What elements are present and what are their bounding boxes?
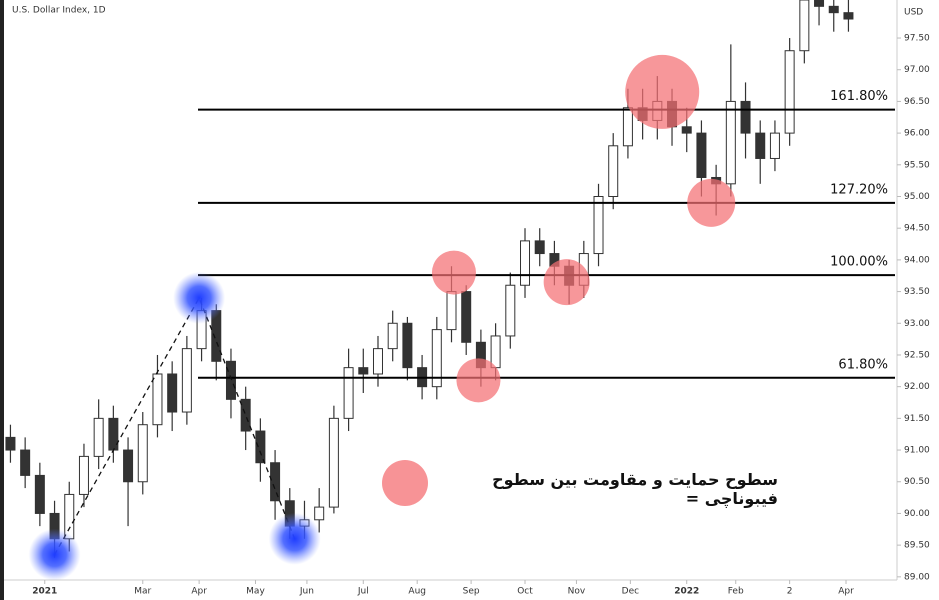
- y-tick-label: 96.00: [904, 129, 930, 139]
- support-resistance-point: [456, 358, 501, 403]
- y-tick-label: 91.00: [904, 446, 930, 456]
- fibonacci-label: 127.20%: [830, 182, 888, 197]
- swing-path: [53, 296, 296, 555]
- y-tick-label: 93.00: [904, 319, 930, 329]
- candle-body: [240, 398, 251, 432]
- y-tick-label: 89.00: [904, 572, 930, 582]
- candle-body: [784, 50, 795, 134]
- x-tick-label: Aug: [408, 587, 426, 597]
- candle-body: [34, 474, 45, 514]
- fibonacci-label: 61.80%: [838, 357, 888, 372]
- candle-body: [534, 240, 545, 255]
- x-tick-label: May: [246, 587, 265, 597]
- x-tick-label: Apr: [191, 587, 207, 597]
- candle-body: [270, 462, 281, 502]
- x-tick-label: Mar: [134, 587, 151, 597]
- fibonacci-label: 161.80%: [830, 89, 888, 104]
- x-tick-label: Apr: [838, 587, 854, 597]
- y-tick-label: 96.50: [904, 97, 930, 107]
- candle-body: [755, 132, 766, 159]
- candle-body: [490, 335, 501, 369]
- y-tick-label: 89.50: [904, 541, 930, 551]
- x-tick-label: Sep: [463, 587, 480, 597]
- y-tick-label: 94.00: [904, 255, 930, 265]
- candle-body: [740, 100, 751, 134]
- candle-body: [387, 322, 398, 350]
- y-tick-label: 90.50: [904, 477, 930, 487]
- fibonacci-label: 100.00%: [830, 255, 888, 270]
- candle-body: [593, 196, 604, 255]
- candle-body: [696, 132, 707, 178]
- y-tick-label: 95.00: [904, 192, 930, 202]
- swing-point-glow: [173, 271, 226, 324]
- candle-body: [505, 284, 516, 337]
- candle-body: [681, 126, 692, 134]
- candle-body: [461, 291, 472, 343]
- chart-title: U.S. Dollar Index, 1D: [12, 6, 106, 16]
- x-tick-label: Nov: [568, 587, 586, 597]
- x-tick-label: Jul: [357, 587, 369, 597]
- candle-body: [328, 417, 339, 508]
- candle-body: [769, 132, 780, 159]
- x-tick-label: Feb: [728, 587, 744, 597]
- candle-body: [828, 5, 839, 14]
- support-resistance-point: [625, 54, 700, 129]
- candle-body: [20, 449, 31, 476]
- swing-point-glow: [28, 528, 81, 580]
- candle-body: [152, 373, 163, 426]
- candle-body: [123, 449, 134, 483]
- support-resistance-point: [431, 250, 476, 295]
- candle-body: [431, 329, 442, 388]
- y-tick-label: 92.50: [904, 350, 930, 360]
- candle-body: [225, 360, 236, 400]
- y-unit: USD: [904, 8, 923, 18]
- legend-swatch: [382, 460, 428, 506]
- y-tick-label: 92.00: [904, 382, 930, 392]
- candle-body: [725, 100, 736, 185]
- y-tick-label: 93.50: [904, 287, 930, 297]
- candle-body: [167, 373, 178, 413]
- candle-body: [93, 417, 104, 457]
- support-resistance-point: [543, 259, 590, 306]
- candle-body: [343, 367, 354, 419]
- y-tick-label: 97.00: [904, 65, 930, 75]
- x-tick-label: 2022: [674, 587, 699, 597]
- candle-body: [520, 240, 531, 286]
- candle-body: [5, 436, 16, 451]
- candle-body: [608, 145, 619, 198]
- y-tick-label: 91.50: [904, 414, 930, 424]
- candle-body: [446, 291, 457, 331]
- candle-body: [358, 367, 369, 375]
- candle-body: [814, 0, 825, 7]
- candle-body: [255, 430, 266, 464]
- candle-body: [137, 424, 148, 483]
- legend-text: سطوح حمایت و مقاومت بین سطوح فیبوناچی =: [492, 470, 778, 508]
- swing-point-glow: [268, 512, 321, 565]
- x-tick-label: Oct: [517, 587, 533, 597]
- candle-body: [78, 455, 89, 495]
- candle-body: [108, 417, 119, 451]
- x-tick-label: Jun: [299, 587, 314, 597]
- support-resistance-point: [687, 178, 736, 227]
- candle-body: [181, 348, 192, 413]
- candle-body: [622, 107, 633, 147]
- candle-body: [314, 506, 325, 521]
- y-tick-label: 97.50: [904, 34, 930, 44]
- candle-body: [402, 322, 413, 369]
- x-tick-label: 2021: [32, 587, 57, 597]
- x-tick-label: Dec: [622, 587, 639, 597]
- y-tick-label: 94.50: [904, 224, 930, 234]
- candle-body: [372, 348, 383, 375]
- y-tick-label: 90.00: [904, 509, 930, 519]
- left-border: [0, 0, 4, 600]
- candle-body: [843, 12, 854, 20]
- candle-body: [799, 0, 810, 52]
- y-tick-label: 95.50: [904, 160, 930, 170]
- x-tick-label: 2: [787, 587, 793, 597]
